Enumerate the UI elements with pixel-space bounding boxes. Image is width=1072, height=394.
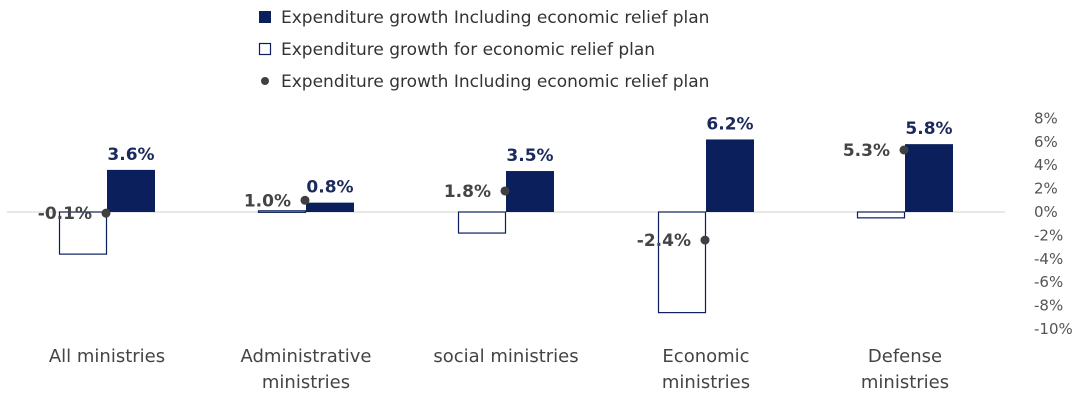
legend-label: Expenditure growth Including economic re…: [281, 8, 709, 28]
y-tick-label: 2%: [1034, 180, 1058, 198]
y-tick-label: -4%: [1034, 250, 1063, 268]
y-tick-label: 4%: [1034, 156, 1058, 174]
x-category-label: All ministries: [49, 346, 165, 367]
bar-including-relief-plan: [506, 171, 554, 212]
x-category-label: ministries: [861, 372, 949, 393]
point-value-label: 1.0%: [244, 191, 291, 211]
legend-swatch-point: [261, 77, 269, 85]
x-category-label: social ministries: [433, 346, 578, 367]
legend: Expenditure growth Including economic re…: [258, 8, 709, 92]
x-category-label: Economic: [662, 346, 749, 367]
point-value-label: 1.8%: [444, 182, 491, 202]
y-tick-label: -2%: [1034, 226, 1063, 244]
bar-including-relief-plan: [107, 169, 155, 212]
y-tick-label: 0%: [1034, 203, 1058, 221]
point-value-label: -2.4%: [637, 231, 691, 251]
y-tick-label: 6%: [1034, 133, 1058, 151]
y-tick-label: -10%: [1034, 320, 1072, 338]
bar-value-label: 0.8%: [306, 178, 353, 198]
x-category-label: Defense: [868, 346, 942, 367]
bar-value-label: 3.6%: [107, 145, 154, 165]
y-axis: 8% 6% 4% 2% 0% -2% -4% -6% -8% -10%: [1034, 109, 1072, 338]
legend-swatch-filled: [259, 11, 271, 23]
point-marker: [500, 186, 510, 196]
bar-including-relief-plan: [706, 139, 754, 212]
x-category-label: ministries: [262, 372, 350, 393]
point-marker: [700, 235, 710, 245]
x-category-label: ministries: [662, 372, 750, 393]
point-value-label: 5.3%: [843, 141, 890, 161]
x-axis: All ministries Administrative ministries so…: [49, 346, 949, 393]
legend-label: Expenditure growth Including economic re…: [281, 72, 709, 92]
y-tick-label: 8%: [1034, 109, 1058, 127]
point-marker: [101, 208, 111, 218]
bar-value-label: 5.8%: [905, 119, 952, 139]
bar-relief-plan: [457, 211, 507, 234]
legend-swatch-outline: [258, 42, 272, 56]
bar-relief-plan: [257, 210, 307, 213]
y-tick-label: -6%: [1034, 273, 1063, 291]
bar-including-relief-plan: [306, 202, 354, 212]
bar-relief-plan: [58, 211, 108, 255]
y-tick-label: -8%: [1034, 297, 1063, 315]
legend-label: Expenditure growth for economic relief p…: [281, 40, 655, 60]
bar-relief-plan: [856, 211, 906, 219]
point-value-label: -0.1%: [38, 204, 92, 224]
plot-area: 3.6% 0.8% 3.5% 6.2% 5.8% -0.1% 1.0% 1.8% -2.4% 5.…: [7, 114, 1005, 314]
bar-including-relief-plan: [905, 144, 953, 212]
bar-value-label: 6.2%: [706, 114, 753, 134]
bar-value-label: 3.5%: [506, 146, 553, 166]
x-category-label: Administrative: [240, 346, 371, 367]
point-marker: [899, 145, 909, 155]
point-marker: [300, 195, 310, 205]
bar-relief-plan: [657, 211, 707, 314]
